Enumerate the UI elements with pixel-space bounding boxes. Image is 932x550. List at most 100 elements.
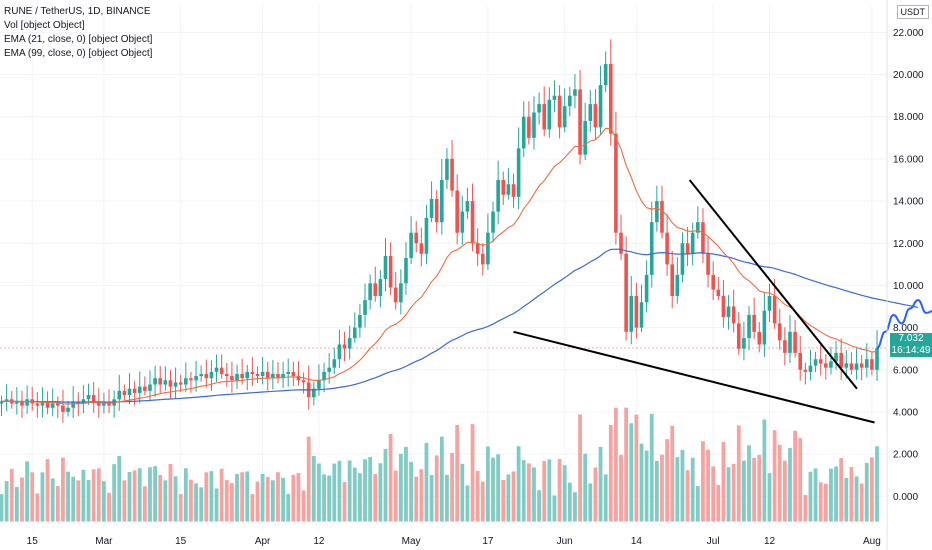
y-tick-label: 16.000 — [893, 154, 924, 165]
volume-bar — [332, 463, 337, 522]
candle-body — [153, 378, 157, 385]
candle-body — [711, 274, 715, 290]
candle-body — [168, 380, 173, 387]
volume-bar — [276, 472, 280, 522]
volume-bar — [859, 483, 864, 522]
volume-bar — [112, 464, 117, 522]
volume-bar — [168, 464, 173, 522]
volume-bar — [752, 457, 757, 522]
candles — [0, 39, 879, 423]
candle-body — [844, 363, 849, 368]
x-tick-label: Apr — [255, 536, 271, 547]
candle-body — [772, 295, 777, 324]
volume-bar — [265, 476, 270, 522]
candle-body — [813, 359, 818, 366]
volume-bar — [501, 480, 506, 522]
volume-bar — [460, 463, 465, 522]
ema21-line — [1, 127, 878, 405]
candle-body — [521, 116, 526, 149]
last-price-value: 7.032 — [898, 333, 924, 344]
projection-curve — [876, 299, 932, 349]
candle-body — [40, 401, 45, 406]
volume-bar — [547, 459, 552, 522]
candle-body — [4, 399, 9, 402]
candle-body — [132, 388, 137, 393]
x-tick-label: 12 — [313, 536, 325, 547]
candle-body — [726, 306, 731, 318]
candle-body — [859, 363, 864, 368]
candle-body — [224, 373, 229, 377]
volume-bar — [439, 436, 444, 522]
candle-body — [424, 217, 429, 254]
candle-body — [614, 133, 618, 233]
candle-body — [450, 158, 454, 191]
x-tick-label: Aug — [863, 536, 881, 547]
candle-body — [762, 310, 767, 345]
volume-bar — [368, 456, 373, 522]
volume-bar — [726, 467, 731, 522]
volume-bar — [96, 468, 101, 522]
candle-body — [265, 371, 270, 379]
volume-bar — [142, 486, 147, 522]
grid — [0, 5, 886, 530]
legend-symbol[interactable]: RUNE / TetherUS, 1D, BINANCE — [4, 6, 151, 17]
candle-body — [747, 314, 751, 339]
volume-bar — [654, 460, 659, 522]
legend-ema21[interactable]: EMA (21, close, 0) [object Object] — [4, 34, 153, 45]
volume-bar — [829, 468, 833, 522]
legend-volume[interactable]: Vol [object Object] — [4, 20, 85, 31]
volume-bar — [567, 482, 572, 522]
price-axis: 22.000 20.000 18.000 16.000 14.000 12.000 10.0… — [886, 0, 924, 550]
candle-body — [245, 371, 250, 379]
y-tick-label: 0.000 — [893, 492, 918, 503]
legend-ema99[interactable]: EMA (99, close, 0) [object Object] — [4, 48, 153, 59]
candle-body — [286, 371, 291, 374]
volume-bar — [0, 494, 4, 522]
x-tick-label: 12 — [764, 536, 776, 547]
candle-body — [117, 390, 122, 400]
volume-bar — [255, 481, 260, 522]
volume-bar — [870, 457, 874, 522]
volume-bar — [352, 467, 357, 522]
volume-bar — [701, 441, 705, 522]
x-tick-label: Jun — [557, 536, 573, 547]
volume-bar — [14, 486, 19, 522]
volume-bar — [716, 485, 721, 522]
candle-body — [255, 373, 260, 377]
candle-body — [327, 367, 331, 372]
volume-bar — [649, 413, 654, 522]
volume-bar — [214, 488, 219, 522]
candle-body — [516, 148, 521, 197]
volume-bar — [854, 476, 859, 522]
volume-bar — [153, 466, 157, 522]
volume-bar — [747, 445, 751, 522]
candle-body — [296, 376, 301, 381]
volume-bar — [798, 438, 803, 522]
volume-bar — [286, 493, 291, 522]
candle-body — [562, 106, 567, 128]
candle-body — [527, 116, 531, 138]
candle-body — [542, 104, 547, 130]
volume-bar — [690, 457, 695, 522]
volume-bar — [680, 449, 685, 522]
candle-body — [127, 388, 132, 396]
candle-body — [706, 253, 710, 275]
volume-bar — [281, 477, 285, 522]
candle-body — [696, 222, 700, 233]
volume-bar — [358, 473, 362, 522]
volume-bar — [158, 474, 163, 522]
currency-label[interactable]: USDT — [896, 5, 929, 19]
candle-body — [250, 371, 255, 374]
candle-body — [15, 401, 19, 404]
candle-body — [137, 386, 142, 393]
volume-bar — [844, 477, 849, 522]
candle-body — [496, 180, 500, 212]
candle-body — [373, 283, 378, 296]
volume-bar — [660, 454, 664, 522]
volume-bar — [194, 483, 198, 522]
candle-body — [701, 222, 705, 254]
volume-bar — [864, 462, 869, 522]
y-tick-label: 20.000 — [893, 70, 924, 81]
candle-body — [547, 99, 552, 130]
